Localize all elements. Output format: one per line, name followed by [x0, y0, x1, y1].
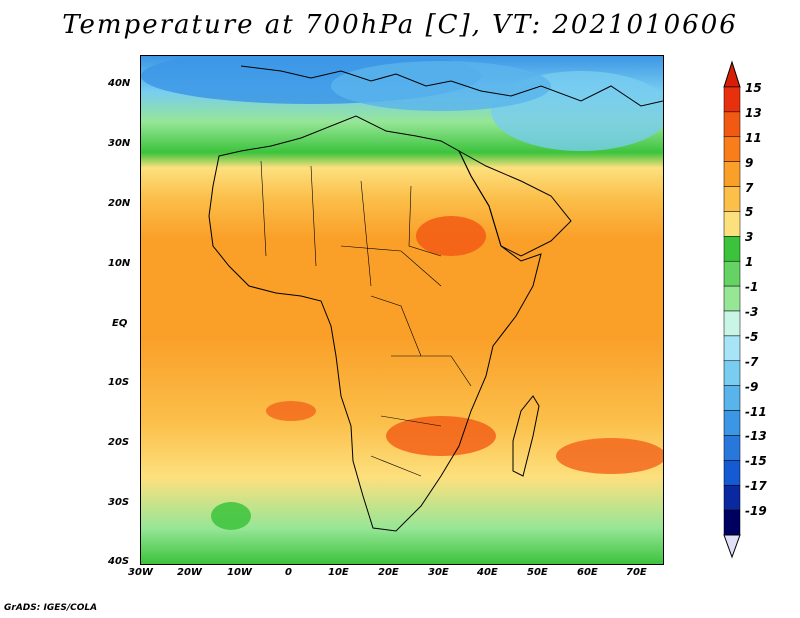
cool-patch-south-atlantic: [211, 502, 251, 530]
colorbar-label: -11: [745, 404, 767, 419]
europe-coastline: [240, 65, 663, 107]
colorbar-label: 5: [745, 205, 754, 220]
cold-region-mediterranean: [331, 61, 551, 111]
lat-label: EQ: [112, 318, 128, 329]
colorbar-bottom-arrow: [723, 534, 741, 559]
lon-label: 40E: [477, 567, 498, 578]
colorbar-cell: [723, 410, 741, 436]
warm-hotspot-indian-ocean: [556, 438, 663, 474]
colorbar-label: 11: [745, 130, 762, 145]
lat-label: 30N: [108, 138, 131, 149]
lon-label: 0: [285, 567, 292, 578]
colorbar-label: 7: [745, 180, 754, 195]
chart-title: Temperature at 700hPa [C], VT: 202101060…: [62, 10, 738, 40]
lon-label: 50E: [527, 567, 548, 578]
colorbar-cell: [723, 484, 741, 511]
colorbar-cell: [723, 260, 741, 287]
lat-label: 10N: [108, 258, 131, 269]
colorbar-label: 1: [745, 255, 754, 270]
colorbar-label: 13: [745, 105, 762, 120]
colorbar-label: -1: [745, 280, 759, 295]
lon-label: 30W: [128, 567, 153, 578]
lon-label: 60E: [577, 567, 598, 578]
lon-label: 20W: [177, 567, 202, 578]
temperature-map: [141, 56, 663, 564]
colorbar-label: -13: [745, 429, 767, 444]
lon-label: 10W: [227, 567, 252, 578]
colorbar-label: -19: [745, 504, 767, 519]
colorbar-cell: [723, 360, 741, 386]
colorbar-cell: [723, 136, 741, 162]
lat-label: 30S: [108, 497, 130, 508]
colorbar-cell: [723, 509, 741, 536]
colorbar-cell: [723, 211, 741, 237]
colorbar-top-arrow: [723, 60, 741, 88]
colorbar-cell: [723, 385, 741, 411]
colorbar-label: -5: [745, 329, 759, 344]
lon-label: 70E: [626, 567, 647, 578]
colorbar-cell: [723, 335, 741, 362]
colorbar-cell: [723, 111, 741, 138]
lon-label: 10E: [328, 567, 349, 578]
colorbar-cell: [723, 236, 741, 262]
arabian-peninsula-outline: [457, 149, 572, 257]
colorbar-cell: [723, 285, 741, 312]
lat-label: 40N: [108, 78, 131, 89]
colorbar-cell: [723, 310, 741, 337]
colorbar-label: 3: [745, 230, 754, 245]
colorbar-label: -15: [745, 454, 767, 469]
colorbar-label: 15: [745, 81, 762, 95]
colorbar-cell: [723, 186, 741, 212]
footer-credit: GrADS: IGES/COLA: [4, 603, 98, 613]
lat-label: 20N: [108, 198, 131, 209]
colorbar-cell: [723, 435, 741, 461]
warm-hotspot-southern-africa: [386, 416, 496, 456]
warm-hotspot-sudan: [416, 216, 486, 256]
colorbar-cell: [723, 86, 741, 113]
country-borders: [260, 160, 472, 477]
lon-label: 20E: [378, 567, 399, 578]
colorbar-cell: [723, 161, 741, 187]
warm-hotspot-atlantic: [266, 401, 316, 421]
madagascar-outline: [512, 395, 540, 477]
colorbar-label: 9: [745, 155, 754, 170]
colorbar-label: -9: [745, 379, 759, 394]
colorbar-cell: [723, 460, 741, 486]
map-panel: [140, 55, 664, 565]
africa-coastline: [208, 115, 542, 532]
lat-label: 20S: [108, 437, 130, 448]
lat-label: 40S: [108, 556, 130, 567]
colorbar-label: -3: [745, 305, 759, 319]
lon-label: 30E: [428, 567, 449, 578]
lat-label: 10S: [108, 377, 130, 388]
colorbar-label: -7: [745, 354, 759, 369]
colorbar-label: -17: [745, 479, 767, 494]
